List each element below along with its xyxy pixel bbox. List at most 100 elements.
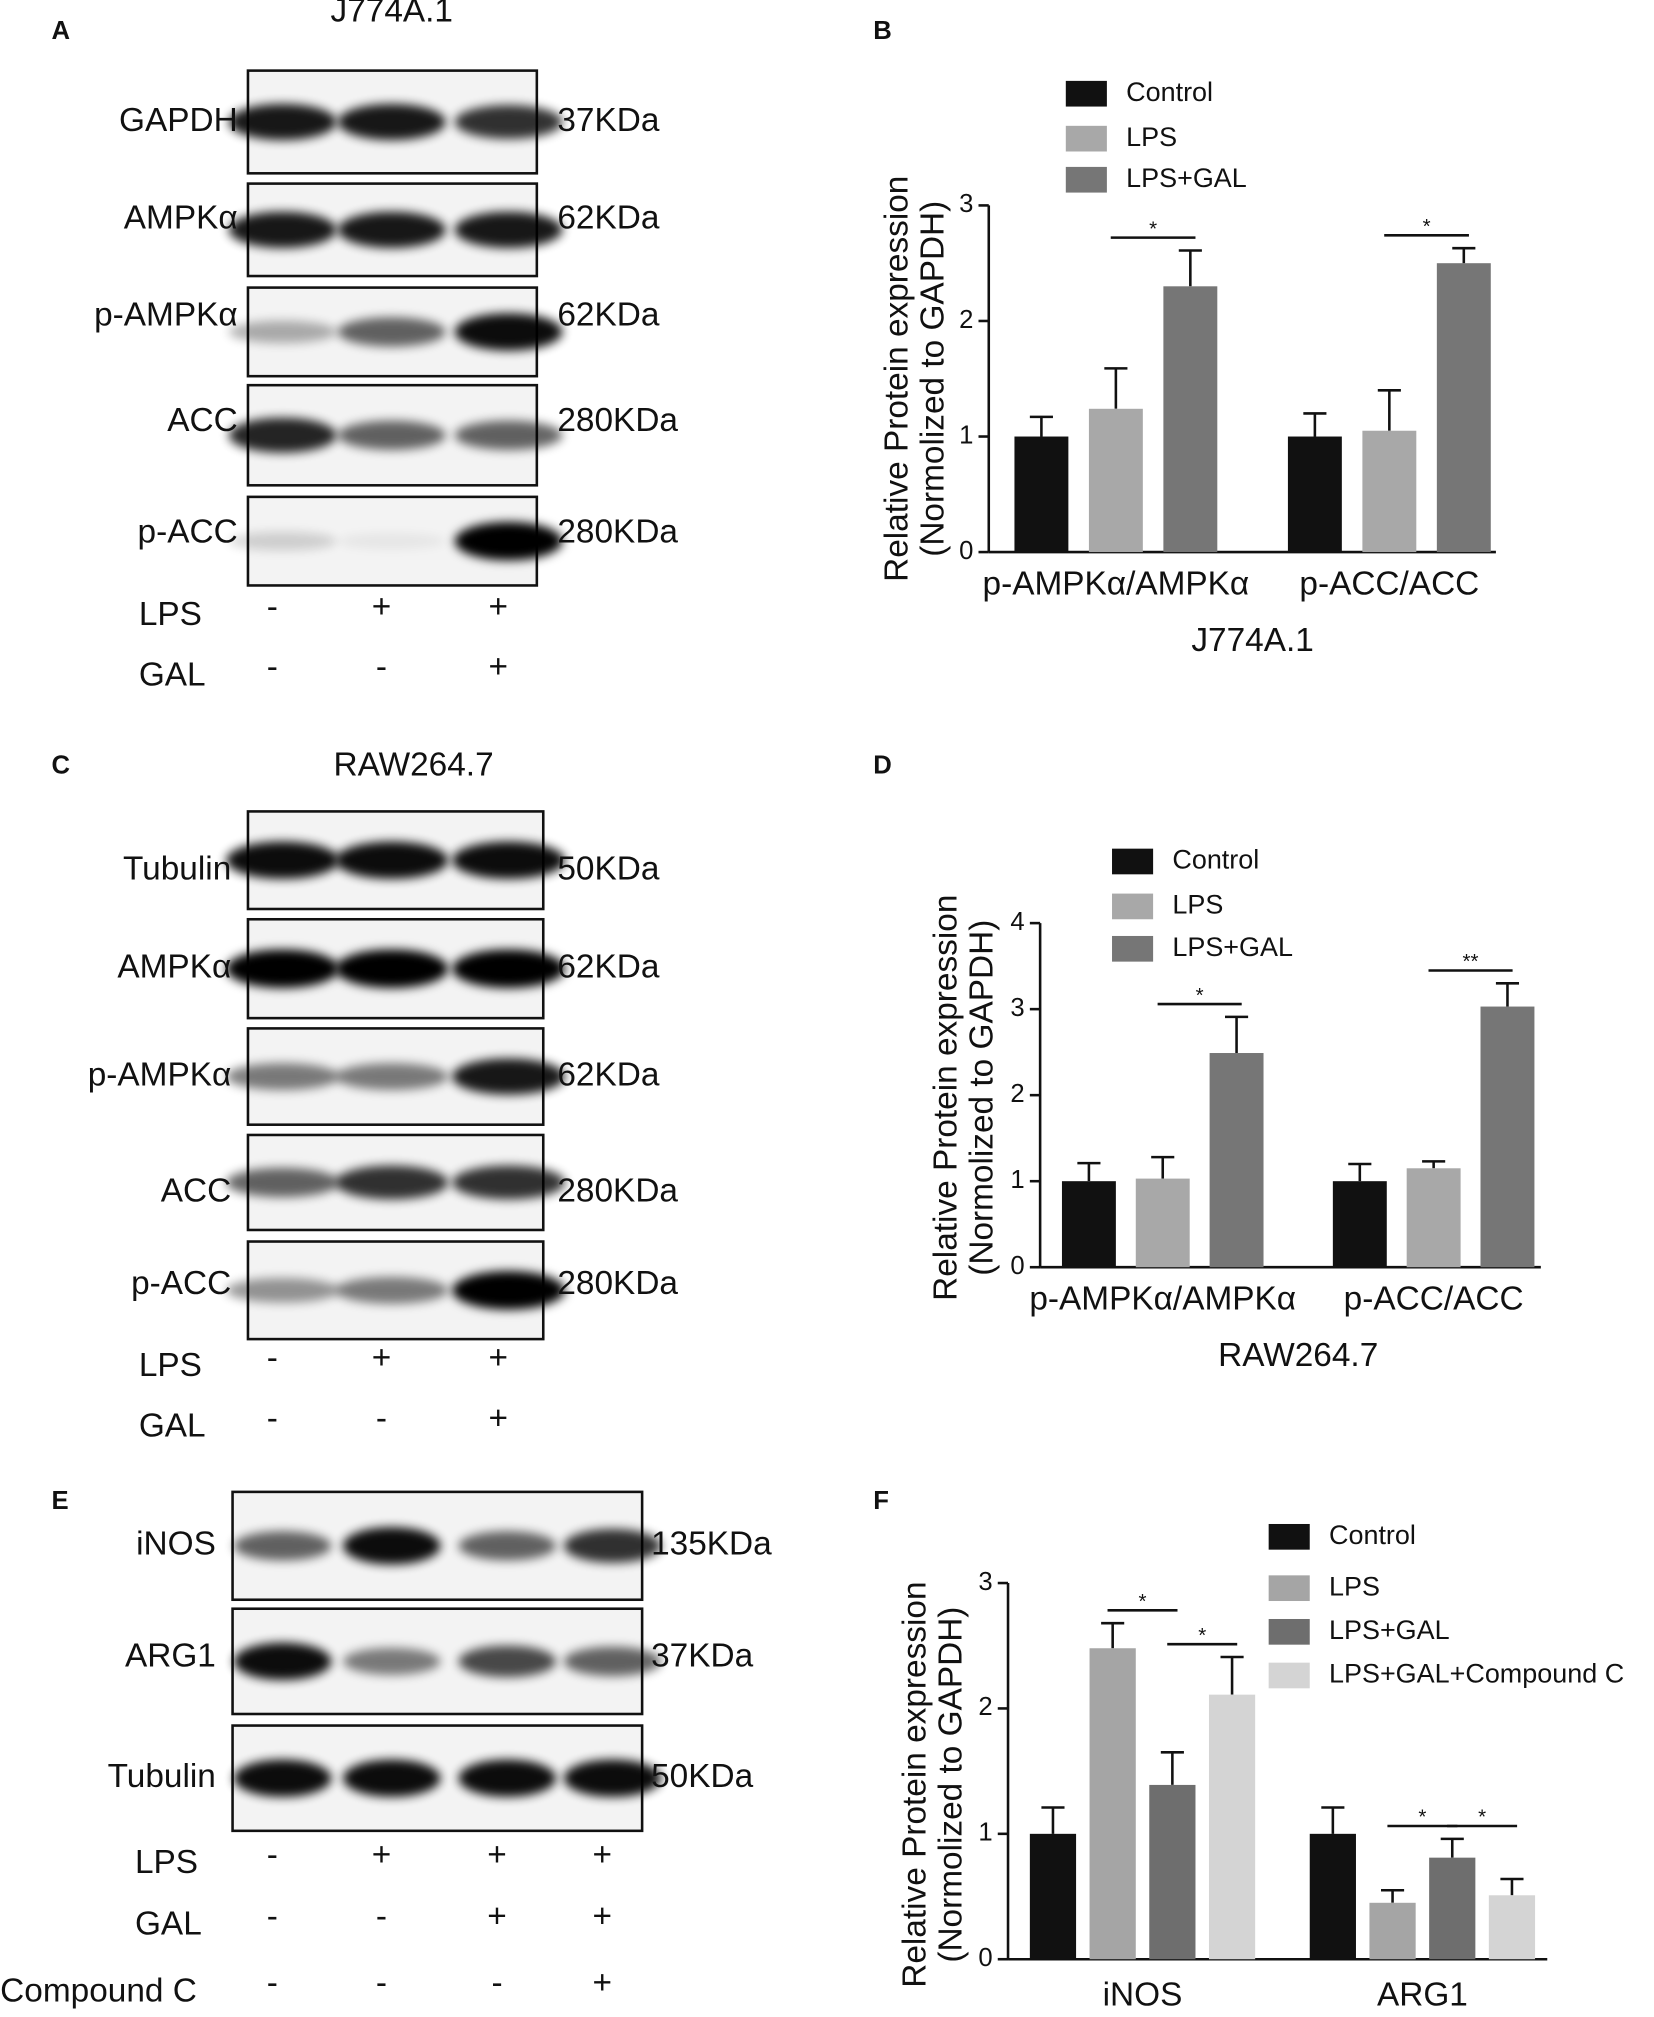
bar [1362, 430, 1417, 553]
condition-mark: + [487, 1836, 507, 1873]
blot-band [335, 1165, 449, 1200]
error-bar [1377, 389, 1401, 431]
condition-mark: + [489, 1339, 508, 1376]
blot-band [563, 1528, 662, 1563]
blot-band [452, 1271, 566, 1310]
legend-label: LPS+GAL+Compound C [1329, 1659, 1624, 1689]
blot-band [563, 1759, 662, 1797]
legend-label: LPS+GAL [1329, 1615, 1450, 1645]
legend-label: LPS+GAL [1126, 163, 1247, 193]
condition-mark: + [593, 1898, 613, 1935]
blot-band [452, 841, 566, 879]
y-axis-label: (Normolized to GAPDH) [963, 920, 1000, 1276]
bar [1309, 1833, 1356, 1960]
blot-band [337, 420, 446, 450]
band-label: p-AMPKα [88, 1056, 232, 1093]
error-bar [1303, 412, 1327, 437]
legend-swatch [1112, 848, 1154, 875]
y-tick-label: 0 [978, 1944, 992, 1972]
bar [1436, 263, 1491, 553]
blot-band [458, 1531, 557, 1561]
x-tick-label: p-ACC/ACC [1344, 1280, 1524, 1317]
blot-band [335, 841, 449, 879]
error-bar [1029, 415, 1053, 437]
y-tick-label: 1 [1010, 1166, 1024, 1194]
condition-label: Compound C [0, 1972, 197, 2009]
legend-label: LPS [1126, 122, 1177, 152]
blot-band [454, 105, 563, 139]
panel-letter: E [52, 1487, 69, 1515]
blot-band [226, 949, 340, 988]
error-bar [1381, 1888, 1405, 1903]
blot-band [452, 949, 566, 988]
blot-band [226, 1167, 340, 1198]
legend-swatch [1268, 1662, 1310, 1689]
bar [1163, 286, 1218, 553]
blot-band [233, 1642, 332, 1681]
band-label: GAPDH [119, 102, 238, 139]
band-label: ACC [167, 402, 237, 439]
blot-band [454, 211, 563, 248]
legend-label: Control [1329, 1520, 1416, 1550]
condition-mark: - [267, 588, 278, 625]
x-axis-label: RAW264.7 [1218, 1337, 1378, 1374]
condition-mark: + [489, 1400, 508, 1437]
y-axis-label: Relative Protein expression [879, 176, 916, 582]
band-label: Tubulin [123, 850, 231, 887]
blot-band [335, 1276, 449, 1304]
significance-label: * [1423, 215, 1431, 238]
error-bar [1422, 1160, 1446, 1169]
condition-mark: - [267, 1400, 278, 1437]
condition-label: LPS [139, 1347, 202, 1384]
error-bar [1160, 1751, 1184, 1785]
blot-band [228, 417, 337, 453]
error-bar [1151, 1155, 1175, 1179]
condition-mark: - [267, 649, 278, 686]
condition-label: GAL [135, 1906, 202, 1943]
blot-band [233, 1531, 332, 1561]
error-bar [1348, 1162, 1372, 1182]
error-bar [1321, 1806, 1345, 1834]
band-size: 280KDa [557, 513, 678, 550]
significance-label: * [1196, 984, 1204, 1007]
error-bar [1225, 1015, 1249, 1054]
bar [1135, 1178, 1190, 1268]
band-label: iNOS [136, 1526, 216, 1563]
y-tick-label: 4 [1010, 908, 1024, 936]
blot-band [342, 1759, 441, 1797]
blot-band [228, 320, 337, 344]
y-axis-label: Relative Protein expression [897, 1581, 934, 1987]
condition-label: LPS [135, 1844, 198, 1881]
x-tick-label: iNOS [1103, 1976, 1183, 2013]
error-bar [1440, 1837, 1464, 1858]
blot-band [233, 1759, 332, 1797]
significance-label: * [1478, 1806, 1486, 1829]
panel-letter: B [873, 17, 892, 45]
x-tick-label: p-ACC/ACC [1299, 565, 1479, 602]
band-label: p-ACC [131, 1265, 231, 1302]
band-size: 37KDa [651, 1637, 753, 1674]
blot-band [342, 1527, 441, 1565]
bar [1332, 1181, 1387, 1268]
blot-band [342, 1647, 441, 1675]
condition-label: LPS [139, 596, 202, 633]
x-tick-label: p-AMPKα/AMPKα [1029, 1280, 1296, 1317]
panel-letter: A [52, 17, 71, 45]
y-tick-label: 0 [959, 537, 973, 565]
error-bar [1101, 1621, 1125, 1649]
band-size: 50KDa [651, 1758, 753, 1795]
condition-mark: + [372, 1339, 391, 1376]
blot-band [226, 1063, 340, 1091]
error-bar [1178, 249, 1202, 287]
bar [1209, 1053, 1264, 1268]
condition-label: GAL [139, 656, 206, 693]
blot-band [337, 317, 446, 347]
legend-label: LPS [1329, 1571, 1380, 1601]
band-size: 62KDa [557, 1056, 659, 1093]
error-bar [1041, 1806, 1065, 1834]
error-bar [1495, 982, 1520, 1007]
condition-mark: + [372, 588, 391, 625]
error-bar [1500, 1877, 1524, 1896]
